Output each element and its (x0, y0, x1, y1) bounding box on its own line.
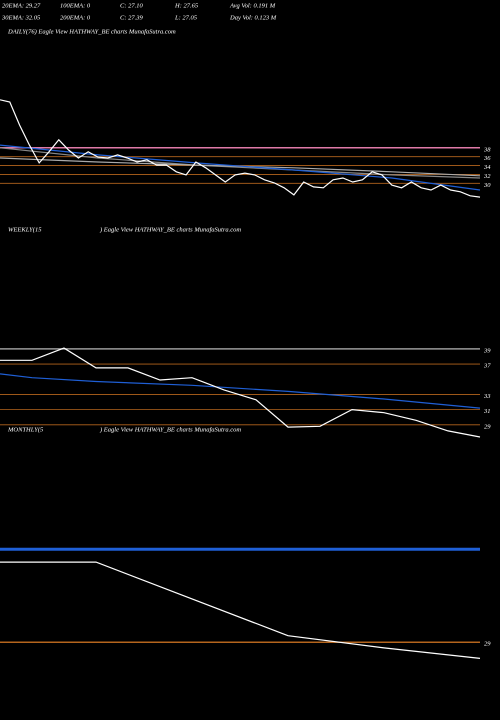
header-stat: L: 27.05 (174, 14, 198, 21)
y-tick-label: 36 (483, 155, 491, 162)
y-tick-label: 38 (483, 146, 491, 153)
header-stat: 200EMA: 0 (60, 14, 91, 21)
panel-subtitle: ) Eagle View HATHWAY_BE charts MunafaSut… (99, 226, 241, 233)
y-tick-label: 37 (483, 363, 491, 370)
header-stat: C: 27.10 (120, 2, 144, 9)
y-tick-label: 29 (484, 423, 491, 430)
header-stat: 100EMA: 0 (60, 2, 91, 9)
panel-title: WEEKLY(15 (8, 226, 42, 233)
series-line (0, 347, 481, 438)
header-stat: Day Vol: 0.123 M (229, 14, 277, 21)
series-line (0, 99, 481, 198)
y-tick-label: 32 (483, 173, 491, 180)
header-stat: Avg Vol: 0.191 M (229, 2, 276, 9)
y-tick-label: 34 (483, 164, 491, 171)
series-line (0, 373, 481, 409)
y-tick-label: 31 (483, 408, 491, 415)
y-tick-label: 33 (483, 393, 491, 400)
y-tick-label: 39 (483, 347, 491, 354)
y-tick-label: 29 (484, 641, 491, 648)
header-stat: C: 27.39 (120, 14, 144, 21)
panel-subtitle: ) Eagle View HATHWAY_BE charts MunafaSut… (99, 426, 241, 433)
panel-title: MONTHLY(5 (7, 426, 44, 433)
series-line (0, 561, 481, 659)
series-line (0, 144, 481, 191)
panel-title: DAILY(76) Eagle View HATHWAY_BE charts M… (7, 28, 176, 35)
header-stat: H: 27.65 (174, 2, 199, 9)
y-tick-label: 30 (483, 182, 491, 189)
header-stat: 30EMA: 32.05 (1, 14, 41, 21)
header-stat: 20EMA: 29.27 (2, 2, 41, 9)
